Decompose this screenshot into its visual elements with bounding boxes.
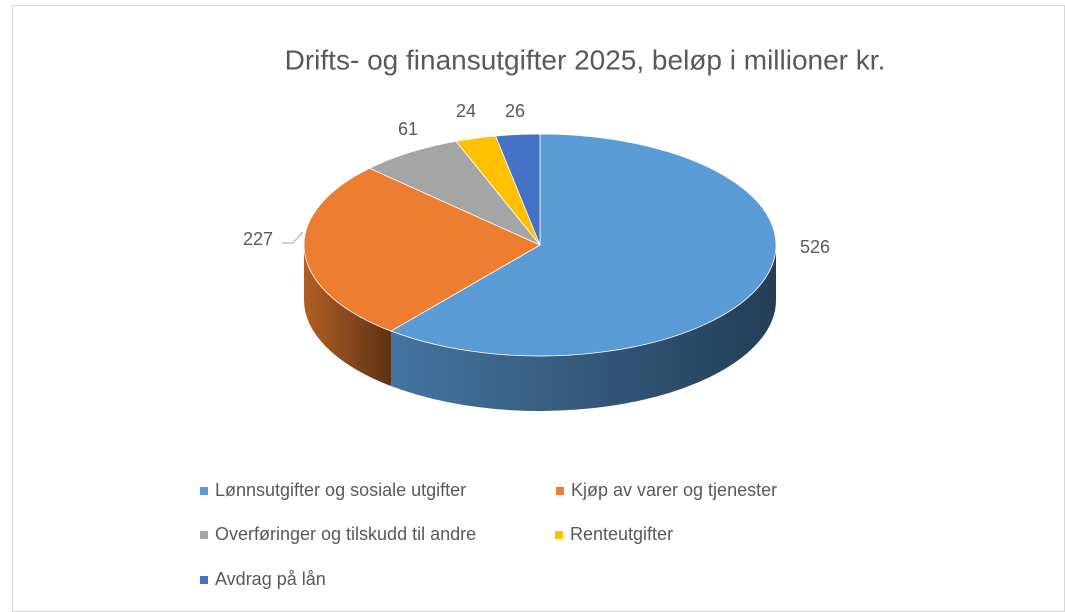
slice-side bbox=[390, 245, 776, 411]
data-label: 227 bbox=[243, 229, 273, 249]
legend-marker bbox=[200, 576, 208, 584]
slice-side bbox=[304, 245, 391, 387]
legend-marker bbox=[200, 531, 208, 539]
leader-line bbox=[282, 231, 304, 244]
data-label: 61 bbox=[398, 119, 418, 139]
chart-title: Drifts- og finansutgifter 2025, beløp i … bbox=[285, 44, 886, 75]
legend-label: Lønnsutgifter og sosiale utgifter bbox=[215, 480, 466, 500]
legend-label: Overføringer og tilskudd til andre bbox=[215, 524, 476, 544]
legend-marker bbox=[555, 531, 563, 539]
legend-label: Kjøp av varer og tjenester bbox=[571, 480, 777, 500]
legend-marker bbox=[556, 487, 564, 495]
legend-marker bbox=[200, 487, 208, 495]
slice bbox=[390, 133, 777, 357]
legend-label: Avdrag på lån bbox=[215, 569, 326, 589]
legend-label: Renteutgifter bbox=[570, 524, 673, 544]
data-label: 24 bbox=[456, 101, 476, 121]
data-label: 26 bbox=[505, 101, 525, 121]
slice bbox=[368, 140, 541, 246]
slice bbox=[495, 133, 541, 246]
slice bbox=[303, 167, 541, 332]
data-label: 526 bbox=[800, 237, 830, 257]
